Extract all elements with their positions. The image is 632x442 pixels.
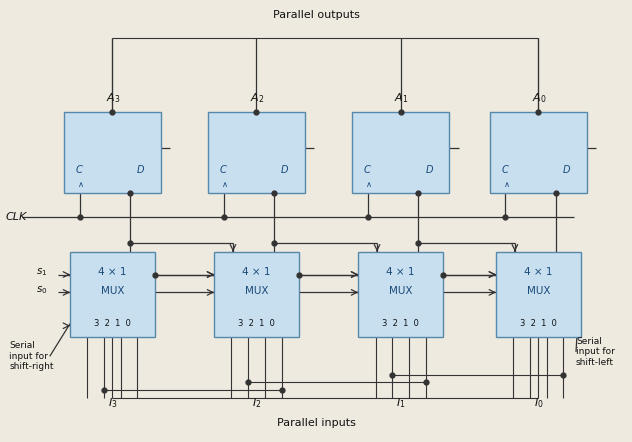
Text: C: C (75, 165, 82, 175)
Text: $s_1$: $s_1$ (35, 267, 47, 278)
Bar (352, 112, 449, 193)
Text: ∧: ∧ (78, 179, 84, 189)
Text: $I_3$: $I_3$ (107, 396, 117, 410)
Text: D: D (281, 165, 289, 175)
Text: CLK: CLK (6, 212, 27, 221)
Text: $s_0$: $s_0$ (35, 284, 47, 296)
Text: ∧: ∧ (366, 179, 372, 189)
Text: $A_0$: $A_0$ (532, 91, 547, 105)
Text: Serial
input for
shift-left: Serial input for shift-left (576, 337, 615, 367)
Text: $I_0$: $I_0$ (533, 396, 544, 410)
Text: $I_2$: $I_2$ (252, 396, 261, 410)
Text: Parallel outputs: Parallel outputs (272, 10, 360, 20)
Text: 3  2  1  0: 3 2 1 0 (238, 320, 275, 328)
Text: 3  2  1  0: 3 2 1 0 (94, 320, 131, 328)
Text: $I_1$: $I_1$ (396, 396, 405, 410)
Bar (490, 112, 587, 193)
Text: $A_1$: $A_1$ (394, 91, 409, 105)
Text: $A_2$: $A_2$ (250, 91, 265, 105)
Text: D: D (563, 165, 571, 175)
Text: ∧: ∧ (504, 179, 510, 189)
Text: Serial
input for
shift-right: Serial input for shift-right (9, 341, 54, 371)
Text: 4 × 1: 4 × 1 (524, 267, 552, 278)
Bar (496, 251, 581, 337)
Text: D: D (425, 165, 433, 175)
Text: C: C (501, 165, 508, 175)
Bar (214, 251, 299, 337)
Text: 4 × 1: 4 × 1 (386, 267, 415, 278)
Bar (64, 112, 161, 193)
Text: 4 × 1: 4 × 1 (242, 267, 270, 278)
Bar (358, 251, 443, 337)
Text: Parallel inputs: Parallel inputs (277, 418, 355, 428)
Bar (208, 112, 305, 193)
Text: ∧: ∧ (222, 179, 228, 189)
Text: 3  2  1  0: 3 2 1 0 (520, 320, 557, 328)
Bar (70, 251, 155, 337)
Text: MUX: MUX (389, 286, 412, 296)
Text: 3  2  1  0: 3 2 1 0 (382, 320, 419, 328)
Text: C: C (363, 165, 370, 175)
Text: MUX: MUX (526, 286, 550, 296)
Text: 4 × 1: 4 × 1 (98, 267, 126, 278)
Text: D: D (137, 165, 145, 175)
Text: C: C (219, 165, 226, 175)
Text: MUX: MUX (245, 286, 268, 296)
Text: $A_3$: $A_3$ (106, 91, 121, 105)
Text: MUX: MUX (100, 286, 124, 296)
